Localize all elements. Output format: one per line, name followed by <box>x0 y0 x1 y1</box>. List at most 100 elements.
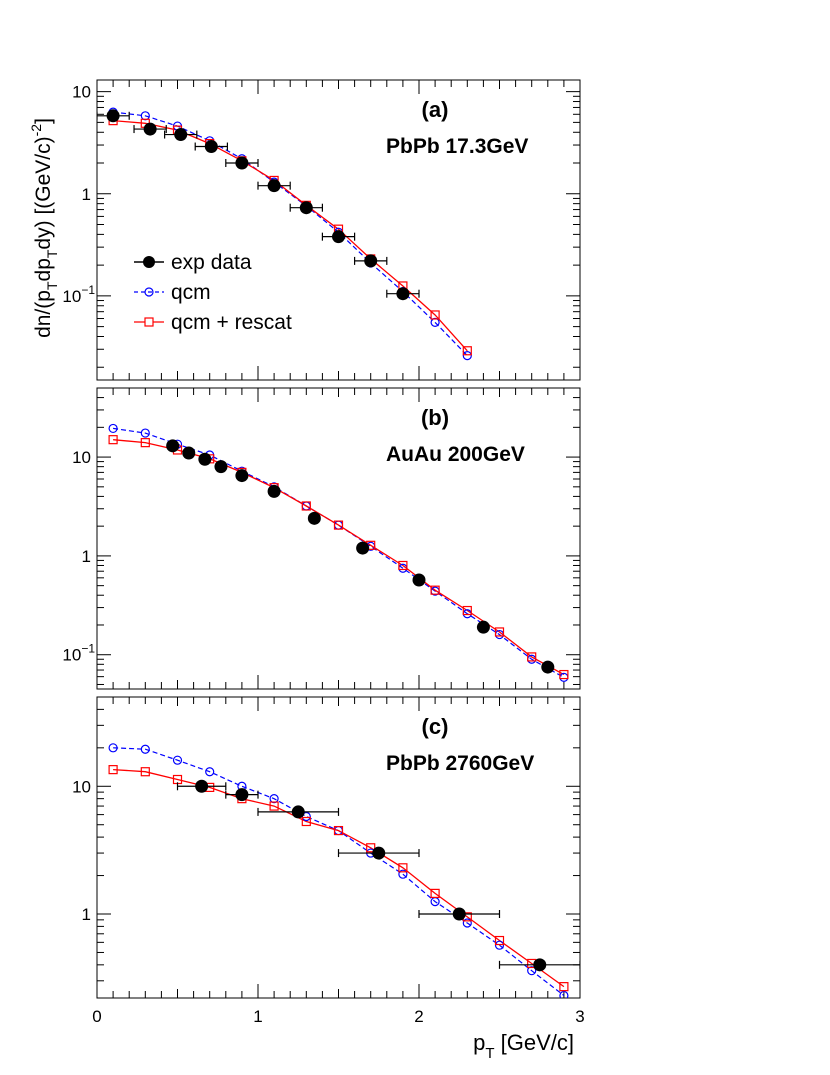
qcm-point <box>559 990 569 998</box>
panel-3: 10 1 (c) PbPb 2760GeV <box>72 696 581 999</box>
y-tick-label-base: 10 <box>72 777 91 796</box>
series-rescat-line <box>113 768 565 988</box>
qcm-point <box>108 423 118 434</box>
rescat-point <box>140 438 150 448</box>
exp-point <box>533 958 547 972</box>
exp-point <box>396 287 410 301</box>
x-axis-title: pT [GeV/c] <box>473 1030 574 1062</box>
exp-point <box>174 128 188 142</box>
legend: exp data qcm qcm + rescat <box>134 251 292 334</box>
qcm-point <box>108 743 118 753</box>
qcm-point <box>140 744 150 754</box>
legend-marker-exp <box>143 256 155 268</box>
plot-frame <box>96 696 581 999</box>
qcm-point <box>527 966 537 976</box>
exp-point <box>182 446 196 460</box>
y-tick-label-exponent: −1 <box>81 642 95 656</box>
panel-label: (c) <box>422 714 449 739</box>
exp-point <box>166 439 180 453</box>
rescat-point <box>494 627 505 637</box>
qcm-point <box>462 918 472 928</box>
plot-area <box>108 743 580 998</box>
y-tick-label: 10 <box>72 448 91 467</box>
exp-point <box>452 907 466 921</box>
series-qcm-line <box>113 747 565 996</box>
exp-point <box>235 156 249 170</box>
rescat-point <box>462 346 472 356</box>
rescat-point <box>462 605 472 616</box>
plot-area <box>108 423 569 682</box>
x-tick-label: 2 <box>414 1007 423 1026</box>
exp-point <box>204 140 218 154</box>
y-tick-label-base: 10 <box>72 83 91 102</box>
legend-label-qcm: qcm <box>171 281 211 304</box>
exp-point <box>267 179 281 193</box>
rescat-point <box>430 888 440 898</box>
y-tick-label: 10 <box>72 777 91 796</box>
rescat-point <box>333 520 344 530</box>
y-tick-label-base: 1 <box>82 185 91 204</box>
rescat-point <box>301 816 311 827</box>
rescat-point <box>430 310 440 320</box>
y-tick-label: 1 <box>82 905 91 924</box>
x-tick-label: 1 <box>253 1007 262 1026</box>
panel-label: (b) <box>421 405 449 430</box>
exp-point <box>235 788 249 802</box>
exp-point <box>412 573 426 587</box>
y-tick-label-base: 10 <box>72 448 91 467</box>
panel-system: PbPb 17.3GeV <box>386 135 528 158</box>
rescat-point <box>559 669 569 680</box>
exp-point <box>267 484 281 498</box>
panel-system: PbPb 2760GeV <box>386 752 534 775</box>
y-tick-label: 10−1 <box>62 642 95 665</box>
y-axis-title: dn/(pTdpTdy) [(GeV/c)-2] <box>28 118 60 338</box>
exp-point <box>235 469 249 483</box>
y-tick-label-base: 10 <box>62 287 81 306</box>
rescat-point <box>494 935 505 946</box>
exp-point <box>541 660 555 674</box>
rescat-point <box>366 843 376 853</box>
rescat-point <box>430 585 440 595</box>
legend-label-exp: exp data <box>171 251 252 274</box>
legend-label-rescat: qcm + rescat <box>171 311 292 334</box>
exp-point <box>143 122 157 136</box>
y-tick-label: 1 <box>82 185 91 204</box>
exp-point <box>291 805 305 819</box>
rescat-point <box>333 825 344 836</box>
exp-point <box>307 511 321 525</box>
legend-marker-rescat <box>144 317 154 327</box>
rescat-point <box>398 560 408 571</box>
exp-point <box>332 230 345 244</box>
exp-point <box>214 460 228 474</box>
qcm-point <box>462 351 472 361</box>
qcm-point <box>398 869 408 879</box>
rescat-point <box>140 767 150 777</box>
rescat-point <box>269 801 279 811</box>
exp-point <box>372 846 386 860</box>
legend-marker-qcm <box>144 287 154 297</box>
qcm-point <box>172 755 183 765</box>
panel-system: AuAu 200GeV <box>386 443 525 466</box>
y-tick-label-exponent: −1 <box>81 283 95 297</box>
plot-frame <box>96 387 581 690</box>
rescat-point <box>301 501 311 511</box>
y-tick-label: 1 <box>82 547 91 566</box>
exp-point <box>195 779 209 793</box>
exp-point <box>356 541 370 555</box>
exp-point <box>198 452 212 466</box>
exp-point <box>364 254 378 268</box>
y-tick-label-base: 10 <box>62 646 81 665</box>
rescat-point <box>527 652 537 662</box>
qcm-point <box>494 940 505 950</box>
exp-point <box>106 109 120 123</box>
panel-label: (a) <box>422 97 449 122</box>
qcm-point <box>205 767 215 777</box>
rescat-point <box>559 982 569 992</box>
plot-area <box>97 107 472 361</box>
rescat-point <box>108 765 118 775</box>
y-tick-label-base: 1 <box>82 547 91 566</box>
